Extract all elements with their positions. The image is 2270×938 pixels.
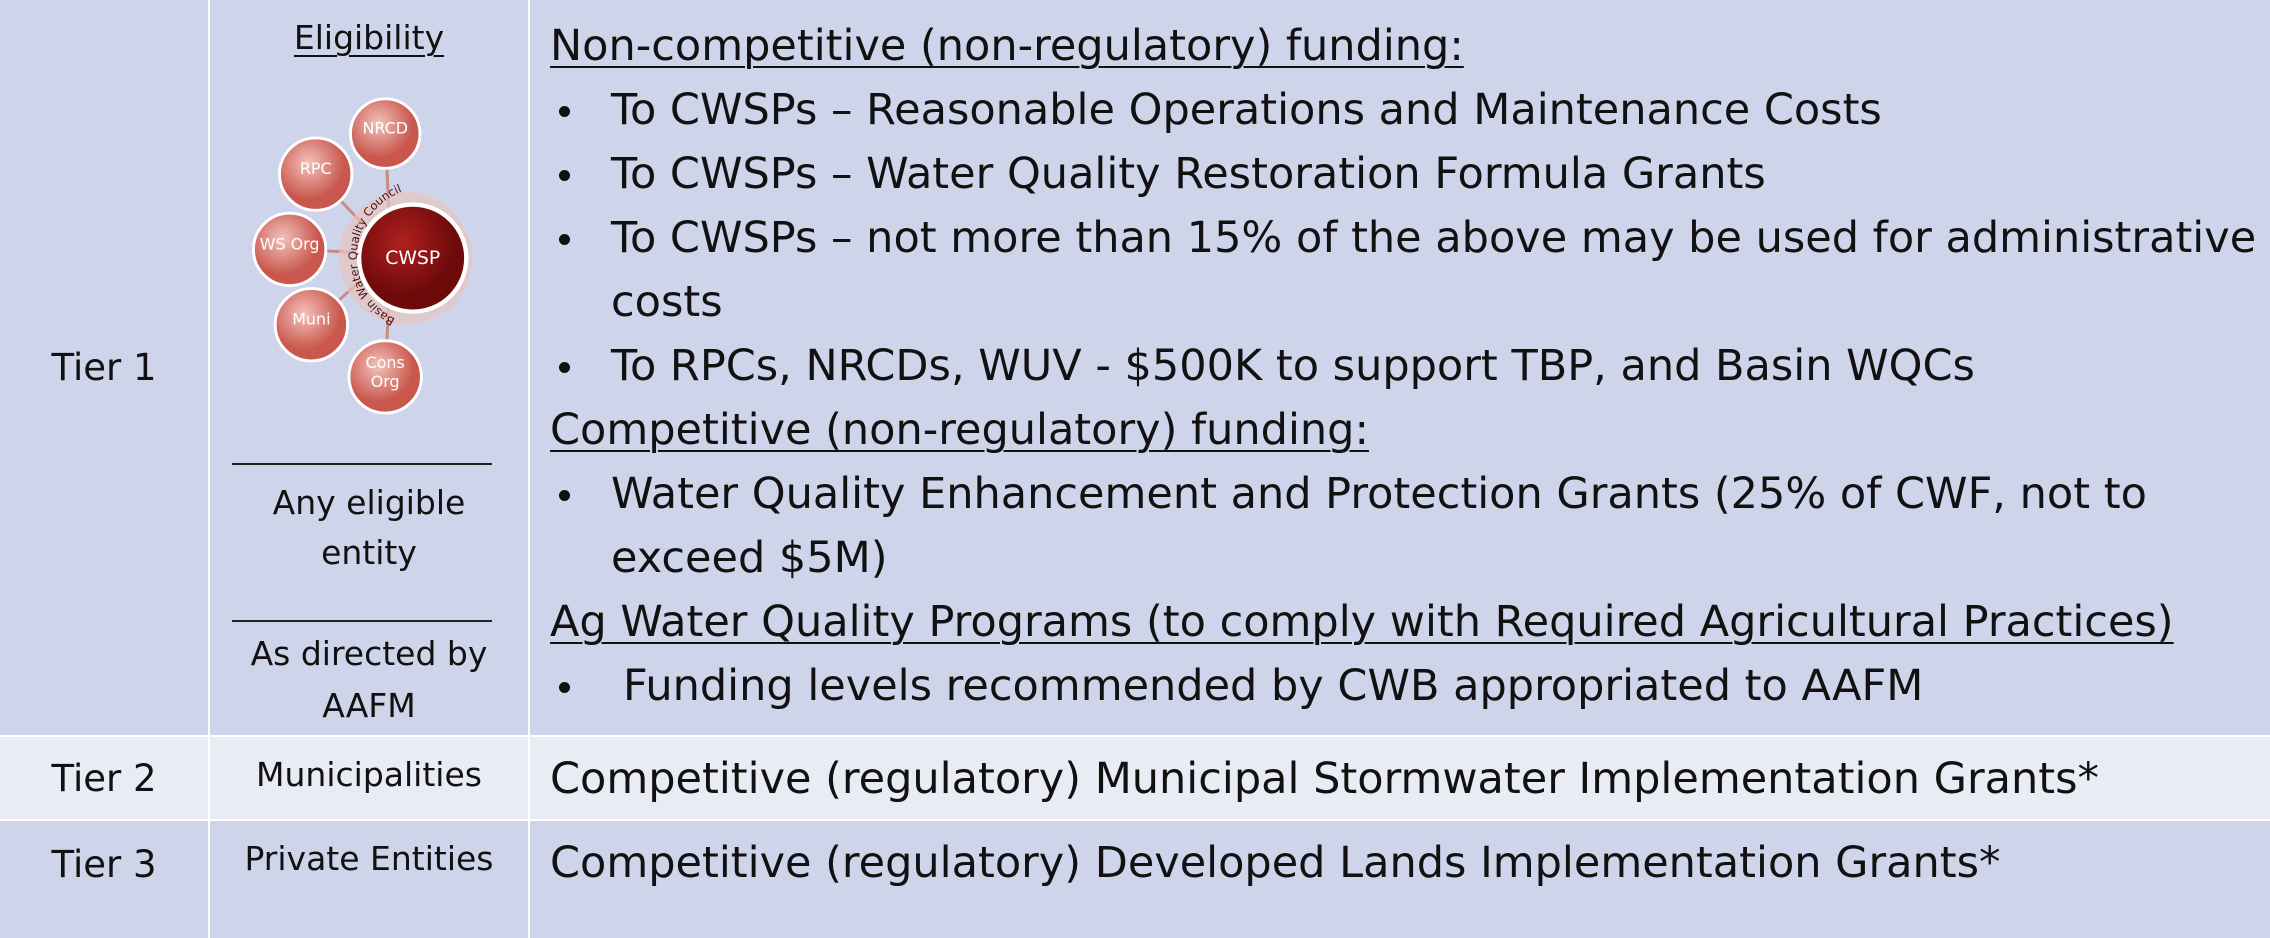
funding-cell: Non-competitive (non-regulatory) funding… xyxy=(530,0,2270,735)
eligibility-label: Municipalities xyxy=(256,755,482,794)
tier-cell: Tier 1 xyxy=(0,0,208,735)
tier-label: Tier 3 xyxy=(51,843,156,886)
bullet-item: To CWSPs – Water Quality Restoration For… xyxy=(550,142,2270,206)
eligibility-heading: Eligibility xyxy=(210,18,528,57)
section-heading: Ag Water Quality Programs (to comply wit… xyxy=(550,590,2270,654)
separator xyxy=(232,463,492,465)
bullet xyxy=(559,106,570,117)
bullet xyxy=(559,682,570,693)
bullet xyxy=(559,362,570,373)
eligibility-other: Any eligible entity xyxy=(250,478,488,578)
node-label: WS Org xyxy=(260,234,320,253)
item-text: To CWSPs – Water Quality Restoration For… xyxy=(611,149,1766,199)
funding-cell: Competitive (regulatory) Municipal Storm… xyxy=(530,737,2270,819)
item-text: Water Quality Enhancement and Protection… xyxy=(611,469,2147,583)
item-text: To RPCs, NRCDs, WUV - $500K to support T… xyxy=(611,341,1975,391)
section-heading: Competitive (non-regulatory) funding: xyxy=(550,398,2270,462)
tier-label: Tier 1 xyxy=(51,346,156,389)
funding-text: Competitive (regulatory) Municipal Storm… xyxy=(550,754,2099,804)
node-label: RPC xyxy=(300,159,332,178)
funding-cell: Competitive (regulatory) Developed Lands… xyxy=(530,821,2270,938)
item-text: Funding levels recommended by CWB approp… xyxy=(623,661,1923,711)
section-heading: Non-competitive (non-regulatory) funding… xyxy=(550,14,2270,78)
center-label: CWSP xyxy=(385,248,440,269)
bullet-item: Funding levels recommended by CWB approp… xyxy=(550,654,2270,718)
eligibility-label: Private Entities xyxy=(244,839,493,878)
bullet xyxy=(559,490,570,501)
page: Tier 1 Eligibility NRCD RPC WS Org Muni Cons… xyxy=(0,0,2270,938)
eligibility-cell: Private Entities xyxy=(210,821,528,938)
eligibility-other: As directed by AAFM xyxy=(230,628,508,732)
item-text: To CWSPs – not more than 15% of the abov… xyxy=(611,213,2256,327)
tier-cell: Tier 3 xyxy=(0,821,208,938)
bullet-item: To CWSPs – Reasonable Operations and Mai… xyxy=(550,78,2270,142)
eligibility-cell: Municipalities xyxy=(210,737,528,819)
node-label: Muni xyxy=(292,310,330,329)
tier-cell: Tier 2 xyxy=(0,737,208,819)
item-text: To CWSPs – Reasonable Operations and Mai… xyxy=(611,85,1882,135)
bullet xyxy=(559,170,570,181)
bullet xyxy=(559,234,570,245)
tier-label: Tier 2 xyxy=(51,757,156,800)
node-label: NRCD xyxy=(362,119,408,138)
bullet-item: Water Quality Enhancement and Protection… xyxy=(550,462,2270,590)
funding-text: Competitive (regulatory) Developed Lands… xyxy=(550,838,2001,888)
separator xyxy=(232,620,492,622)
bullet-item: To CWSPs – not more than 15% of the abov… xyxy=(550,206,2270,334)
bullet-item: To RPCs, NRCDs, WUV - $500K to support T… xyxy=(550,334,2270,398)
